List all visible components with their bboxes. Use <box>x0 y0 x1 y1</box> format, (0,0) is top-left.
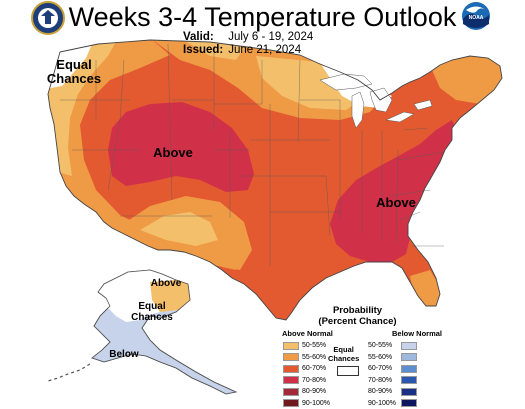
legend-below-swatch <box>401 387 417 396</box>
legend-above-item: 70-80% <box>283 376 326 386</box>
label-above-east: Above <box>376 195 416 210</box>
lake-michigan <box>351 91 365 129</box>
legend-above-item: 60-70% <box>283 364 326 374</box>
legend-above-label: 50-55% <box>302 342 327 349</box>
legend-below-swatch <box>401 376 417 384</box>
legend-below-item: 50-55% <box>368 341 417 351</box>
valid-value: July 6 - 19, 2024 <box>228 31 314 43</box>
legend-above-item: 90-100% <box>283 399 330 409</box>
lake-ontario <box>413 99 433 111</box>
legend-below-swatch <box>401 399 417 407</box>
issued-label: Issued: <box>183 44 224 56</box>
legend-below-item: 55-60% <box>368 353 417 363</box>
legend-below-item: 80-90% <box>368 387 417 397</box>
legend-equal-chances-swatch <box>337 366 359 376</box>
legend-above-swatch <box>283 341 299 350</box>
legend-above-label: 55-60% <box>302 353 327 361</box>
legend-title: Probability (Percent Chance) <box>318 305 397 327</box>
label-equal-chances-west: Equal Chances <box>46 57 102 86</box>
legend-below-swatch <box>401 353 417 361</box>
legend-above-swatch <box>283 353 299 361</box>
date-block: Valid: July 6 - 19, 2024 Issued: June 21… <box>183 31 313 57</box>
noaa-logo-text: NOAA <box>469 15 484 21</box>
aleutian-islands <box>47 363 91 382</box>
legend-below-header: Below Normal <box>392 329 443 338</box>
legend-above-label: 70-80% <box>302 376 327 384</box>
issued-row: Issued: June 21, 2024 <box>183 44 313 57</box>
issued-value: June 21, 2024 <box>228 44 302 56</box>
legend-below-item: 60-70% <box>368 364 417 374</box>
legend-below-label: 50-55% <box>368 342 393 349</box>
legend-below-label: 60-70% <box>368 365 393 372</box>
legend-equal-chances-label: Equal Chances <box>328 345 360 363</box>
legend-below-label: 80-90% <box>368 388 393 395</box>
map-title: Weeks 3-4 Temperature Outlook <box>68 2 457 32</box>
alaska <box>47 269 238 395</box>
legend-above-swatch <box>283 399 299 407</box>
legend-above-label: 60-70% <box>302 365 327 372</box>
noaa-logo: NOAA <box>462 2 490 30</box>
legend-above-label: 90-100% <box>302 399 331 407</box>
legend-above-item: 50-55% <box>283 341 326 351</box>
zone-50-55-midwest <box>256 56 366 110</box>
legend-below-item: 90-100% <box>368 399 417 409</box>
valid-label: Valid: <box>183 31 214 43</box>
legend-above-swatch <box>283 376 299 384</box>
legend-above-swatch <box>283 387 299 396</box>
label-above-alaska: Above <box>150 278 182 289</box>
legend-below-item: 70-80% <box>368 376 417 386</box>
valid-row: Valid: July 6 - 19, 2024 <box>183 31 313 44</box>
zone-70-80-east <box>330 120 460 262</box>
department-of-commerce-seal <box>31 1 65 35</box>
label-below-alaska: Below <box>109 349 139 360</box>
legend-above-item: 80-90% <box>283 387 326 397</box>
zone-70-80-west <box>108 102 254 192</box>
state-borders <box>60 43 445 266</box>
legend-below-label: 70-80% <box>368 376 393 384</box>
label-equal-chances-alaska: Equal Chances <box>131 301 173 323</box>
lake-erie <box>385 111 415 123</box>
conus-outline <box>47 39 503 321</box>
label-above-west: Above <box>153 145 193 160</box>
legend-above-swatch <box>283 364 299 373</box>
legend-below-swatch <box>401 364 417 373</box>
legend-above-label: 80-90% <box>302 388 327 395</box>
legend-below-label: 90-100% <box>368 399 397 407</box>
alaska-above-zone <box>150 280 190 312</box>
great-lakes <box>319 73 433 129</box>
legend-above-item: 55-60% <box>283 353 326 363</box>
zone-50-55-southwest <box>140 212 218 246</box>
legend-below-label: 55-60% <box>368 353 393 361</box>
legend-above-header: Above Normal <box>282 329 333 338</box>
legend-below-swatch <box>401 341 417 350</box>
